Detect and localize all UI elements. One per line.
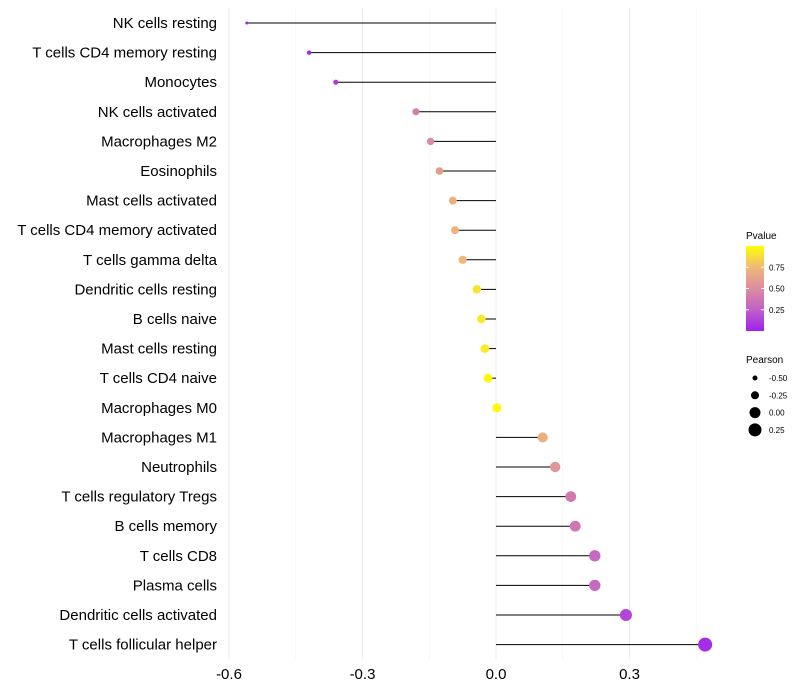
dot-b-cells-memory	[569, 520, 581, 532]
pearson-legend-dot	[752, 375, 758, 381]
dot-mast-cells-resting	[480, 344, 490, 353]
dot-t-cells-cd8	[589, 550, 601, 562]
category-label: B cells naive	[133, 311, 217, 328]
dot-t-cells-gamma-delta	[458, 255, 467, 264]
dot-dendritic-cells-activated	[619, 608, 632, 622]
x-tick-label: -0.3	[350, 666, 376, 683]
dot-b-cells-naive	[477, 314, 486, 324]
dot-t-cells-cd4-memory-resting	[306, 50, 312, 55]
pearson-legend-label: -0.50	[769, 374, 788, 383]
category-label: T cells CD4 naive	[100, 370, 217, 387]
category-label: Eosinophils	[140, 163, 217, 180]
dot-neutrophils	[549, 461, 561, 473]
category-label: T cells CD8	[140, 548, 217, 565]
pearson-legend-dot	[748, 423, 762, 437]
category-label: T cells CD4 memory resting	[32, 45, 217, 62]
pvalue-tick-label: 0.75	[769, 263, 785, 272]
dot-t-cells-follicular-helper	[698, 637, 713, 652]
x-tick-label: 0.0	[486, 666, 507, 683]
category-label: B cells memory	[114, 518, 217, 535]
category-label: Monocytes	[144, 74, 217, 91]
category-label: Mast cells resting	[101, 341, 217, 358]
x-axis-ticks: -0.6 -0.3 0.0 0.3	[216, 666, 640, 683]
pearson-legend-dot	[749, 407, 761, 419]
pearson-legend-label: 0.00	[769, 409, 785, 418]
category-label: Macrophages M1	[101, 429, 217, 446]
pearson-legend-dot	[751, 391, 759, 400]
category-label: Macrophages M2	[101, 133, 217, 150]
category-label: Plasma cells	[133, 577, 217, 594]
category-label: T cells follicular helper	[69, 637, 217, 654]
dot-macrophages-m2	[426, 137, 435, 146]
category-label: T cells regulatory Tregs	[61, 489, 217, 506]
pearson-legend-title: Pearson	[746, 355, 783, 366]
category-labels: NK cells resting T cells CD4 memory resti…	[17, 15, 217, 654]
dot-macrophages-m1	[537, 432, 548, 443]
pearson-legend-items: -0.50 -0.25 0.00 0.25	[748, 374, 788, 437]
dot-plasma-cells	[589, 579, 601, 592]
dot-t-cells-cd4-naive	[483, 373, 493, 383]
category-label: Neutrophils	[141, 459, 217, 476]
category-label: T cells CD4 memory activated	[17, 222, 217, 239]
pearson-legend-label: 0.25	[769, 426, 785, 435]
pvalue-legend-ticks: 0.25 0.50 0.75	[746, 263, 785, 315]
category-label: T cells gamma delta	[83, 252, 218, 269]
category-label: Dendritic cells activated	[59, 607, 217, 624]
dot-macrophages-m0	[492, 403, 502, 413]
x-tick-label: 0.3	[619, 666, 640, 683]
dot-nk-cells-activated	[412, 108, 420, 116]
category-label: Macrophages M0	[101, 400, 217, 417]
category-label: Mast cells activated	[86, 193, 217, 210]
category-label: Dendritic cells resting	[74, 281, 217, 298]
dot-mast-cells-activated	[448, 196, 457, 205]
pvalue-colorbar	[746, 246, 764, 331]
pvalue-legend-title: Pvalue	[746, 231, 777, 242]
dot-nk-cells-resting	[245, 21, 249, 25]
category-label: NK cells activated	[98, 104, 217, 121]
dot-eosinophils	[435, 167, 444, 175]
pearson-legend-label: -0.25	[769, 391, 788, 400]
pvalue-legend: Pvalue 0.25 0.50 0.75	[746, 231, 785, 331]
x-tick-label: -0.6	[216, 666, 242, 683]
dot-dendritic-cells-resting	[472, 285, 482, 294]
dot-monocytes	[333, 79, 339, 85]
pvalue-tick-label: 0.50	[769, 285, 785, 294]
pvalue-tick-label: 0.25	[769, 306, 785, 315]
pearson-legend: Pearson -0.50 -0.25 0.00 0.25	[746, 355, 788, 437]
dot-t-cells-cd4-memory-activated	[451, 226, 460, 235]
stem-layer	[246, 22, 706, 646]
category-label: NK cells resting	[113, 15, 217, 32]
dot-layer	[245, 21, 713, 652]
dot-t-cells-regulatory-tregs	[565, 491, 577, 502]
grid-layer	[228, 8, 697, 660]
